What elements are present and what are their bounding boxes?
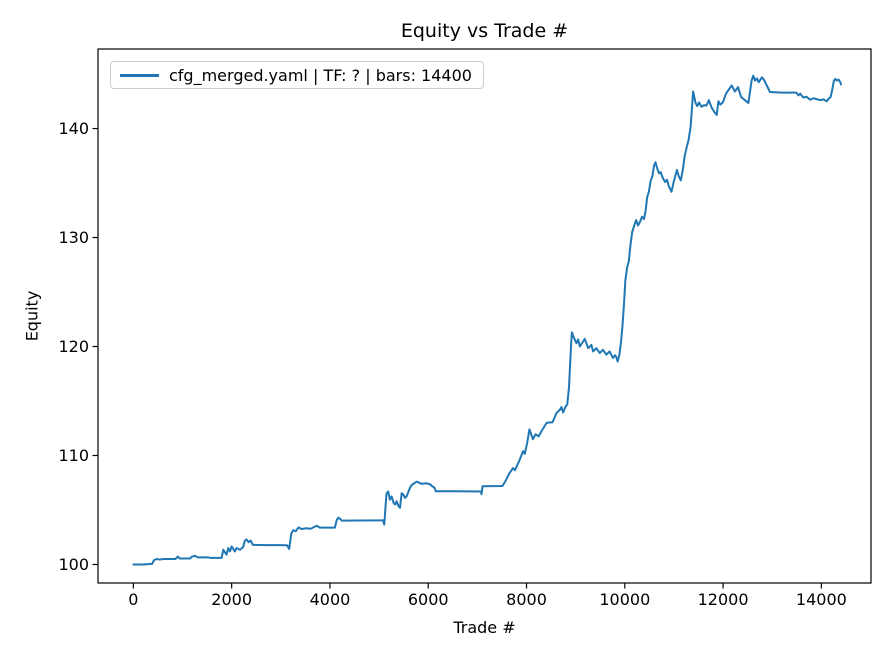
- legend-line-sample: [120, 73, 159, 77]
- legend-label: cfg_merged.yaml | TF: ? | bars: 14400: [169, 65, 472, 85]
- x-tick-label: 2000: [211, 590, 252, 609]
- x-tick-label: 12000: [698, 590, 749, 609]
- equity-curve: [132, 74, 843, 566]
- x-tick-label: 8000: [506, 590, 547, 609]
- x-tick-label: 6000: [408, 590, 449, 609]
- x-tick-label: 10000: [599, 590, 650, 609]
- y-tick-label: 120: [58, 337, 89, 356]
- axes-frame: [97, 48, 872, 584]
- x-tick-label: 4000: [310, 590, 351, 609]
- y-tick-label: 100: [58, 555, 89, 574]
- y-tick-label: 110: [58, 446, 89, 465]
- x-tick-label: 0: [128, 590, 138, 609]
- legend: cfg_merged.yaml | TF: ? | bars: 14400: [110, 61, 484, 89]
- y-tick-label: 140: [58, 119, 89, 138]
- x-tick-label: 14000: [796, 590, 847, 609]
- y-axis-label: Equity: [22, 290, 42, 342]
- y-tick-label: 130: [58, 228, 89, 247]
- x-axis-label: Trade #: [453, 618, 516, 637]
- chart-title: Equity vs Trade #: [400, 20, 569, 42]
